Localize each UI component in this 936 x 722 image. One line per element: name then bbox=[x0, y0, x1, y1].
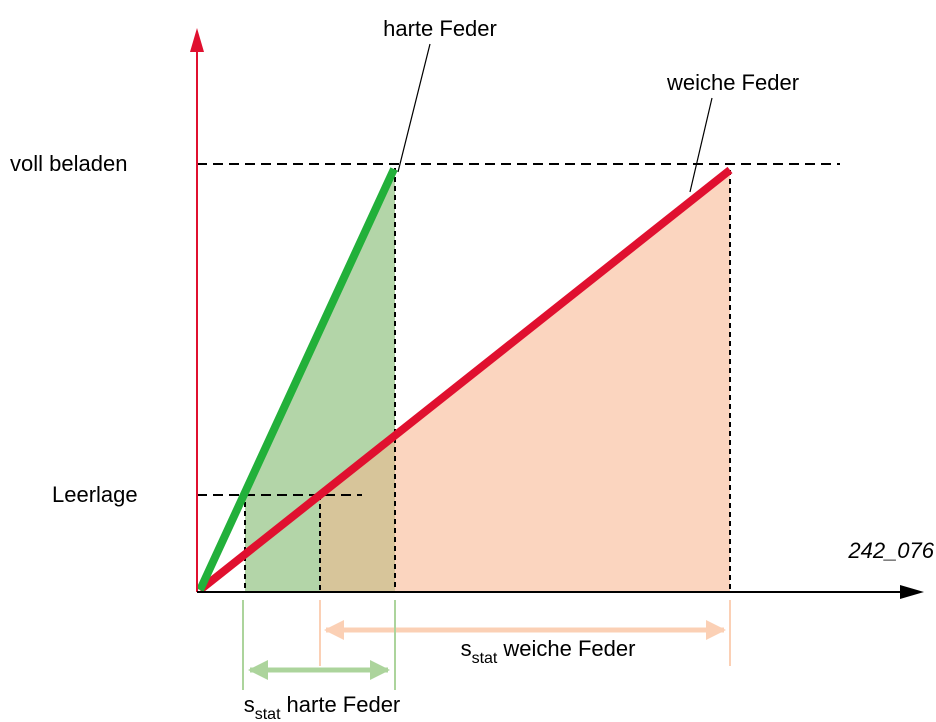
dimension-label: sstat weiche Feder bbox=[461, 636, 636, 667]
overlap-area bbox=[320, 436, 395, 592]
leader bbox=[397, 43, 431, 173]
soft-spring-line bbox=[197, 166, 733, 594]
subscript: stat bbox=[255, 706, 281, 722]
y-arrow bbox=[190, 28, 204, 52]
soft-area bbox=[320, 170, 730, 592]
label: harte Feder bbox=[383, 16, 497, 41]
figure-id: 242_076 bbox=[847, 538, 934, 563]
label: weiche Feder bbox=[666, 70, 799, 95]
text: weiche Feder bbox=[502, 636, 635, 661]
label: Leerlage bbox=[52, 482, 138, 507]
subscript: stat bbox=[472, 650, 498, 667]
hard-spring-line bbox=[196, 167, 398, 592]
x-arrow bbox=[900, 585, 924, 599]
symbol: s bbox=[461, 636, 472, 661]
label: voll beladen bbox=[10, 151, 127, 176]
dimension-label: sstat harte Feder bbox=[244, 692, 401, 722]
leader bbox=[689, 97, 713, 193]
text: harte Feder bbox=[287, 692, 401, 717]
symbol: s bbox=[244, 692, 255, 717]
